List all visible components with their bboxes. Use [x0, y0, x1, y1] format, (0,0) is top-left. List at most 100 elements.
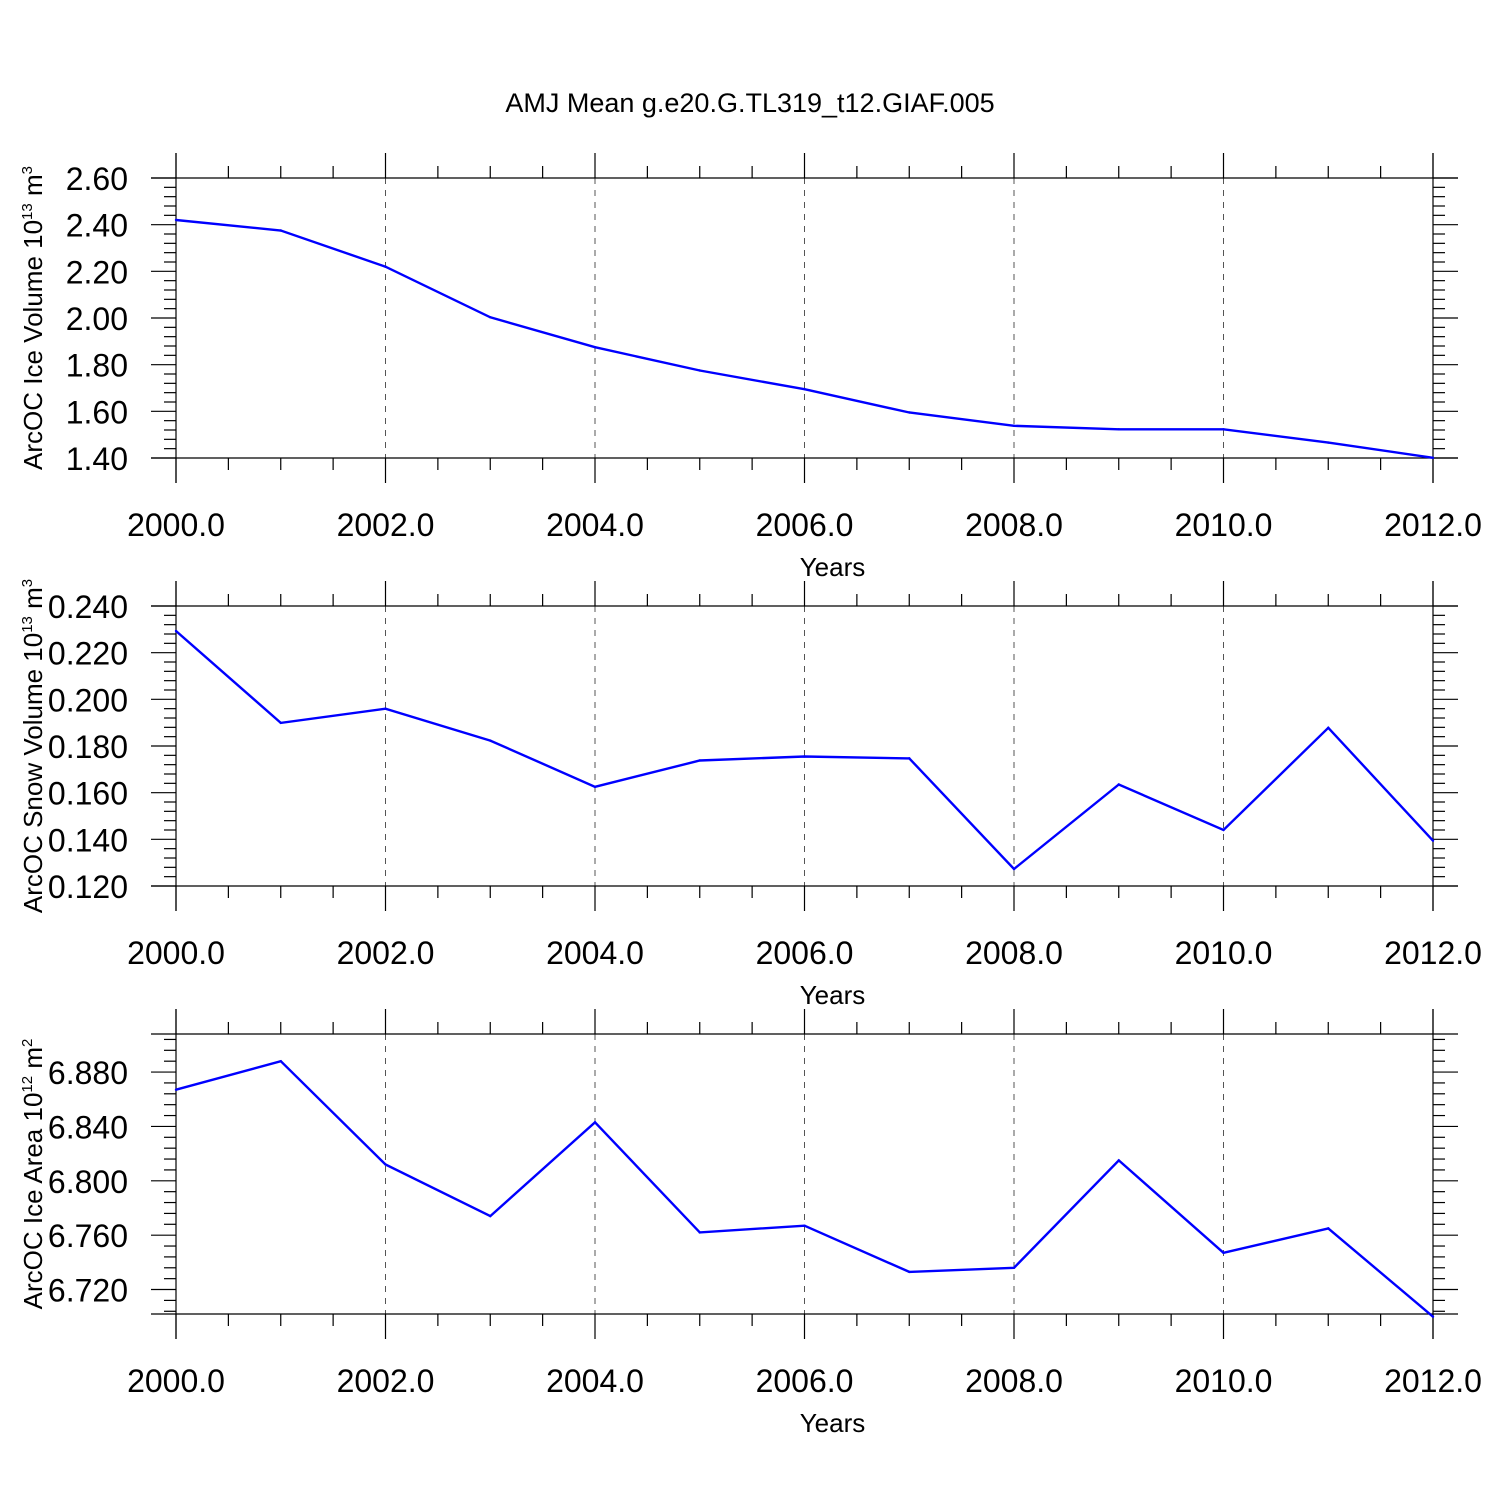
- data-point: [1222, 1251, 1225, 1255]
- data-point: [174, 629, 178, 633]
- data-point: [384, 1163, 387, 1166]
- y-tick-label: 6.880: [48, 1055, 128, 1091]
- data-point: [174, 218, 178, 222]
- data-point: [908, 757, 911, 760]
- data-point: [489, 316, 492, 319]
- y-axis-title: ArcOC Ice Area 1012 m2: [18, 1039, 48, 1310]
- y-tick-label: 0.220: [48, 636, 128, 672]
- x-tick-label: 2002.0: [337, 507, 435, 543]
- y-tick-label: 1.80: [66, 348, 128, 384]
- y-tick-label: 2.00: [66, 301, 128, 337]
- x-tick-label: 2004.0: [546, 1363, 644, 1399]
- x-tick-label: 2008.0: [965, 507, 1063, 543]
- y-tick-label: 0.120: [48, 869, 128, 905]
- y-tick-label: 1.60: [66, 394, 128, 430]
- x-tick-label: 2004.0: [546, 507, 644, 543]
- y-axis-title: ArcOC Snow Volume 1013 m3: [18, 579, 48, 913]
- data-point: [1117, 1159, 1120, 1162]
- y-axis-title-part: m: [18, 1047, 48, 1076]
- data-point: [489, 739, 492, 742]
- x-tick-label: 2006.0: [756, 1363, 854, 1399]
- x-tick-label: 2000.0: [127, 935, 225, 971]
- data-point: [593, 785, 597, 789]
- y-axis-title-part: m: [18, 587, 48, 616]
- x-tick-label: 2010.0: [1175, 935, 1273, 971]
- y-tick-label: 0.180: [48, 729, 128, 765]
- data-point: [1431, 1315, 1435, 1318]
- data-point: [279, 229, 282, 232]
- data-point: [908, 1270, 911, 1274]
- data-point: [1222, 428, 1225, 431]
- y-axis-title-superscript: 13: [19, 203, 36, 220]
- y-tick-label: 0.240: [48, 589, 128, 625]
- chart-panel-ice-area: 2000.0 2002.0 2004.0 2006.0 2008.0 2010.0 2012…: [18, 1009, 1482, 1438]
- chart-panel-ice-volume: 2000.0 2002.0 2004.0 2006.0 2008.0 2010.0 2012…: [18, 153, 1482, 582]
- x-tick-label: 2008.0: [965, 935, 1063, 971]
- y-tick-label: 0.140: [48, 822, 128, 858]
- x-tick-label: 2000.0: [127, 507, 225, 543]
- x-tick-label: 2008.0: [965, 1363, 1063, 1399]
- y-tick-label: 6.840: [48, 1109, 128, 1145]
- y-tick-label: 2.60: [66, 161, 128, 197]
- data-point: [803, 755, 806, 758]
- data-point: [698, 369, 701, 372]
- x-axis-title: Years: [800, 980, 866, 1010]
- data-point: [1117, 783, 1120, 786]
- x-axis-title: Years: [800, 1408, 866, 1438]
- data-point: [279, 721, 282, 725]
- y-tick-label: 0.200: [48, 682, 128, 718]
- data-point: [593, 345, 597, 349]
- data-point: [698, 759, 701, 762]
- data-point: [1222, 828, 1225, 832]
- data-point: [1012, 1266, 1016, 1269]
- data-point: [1117, 428, 1120, 431]
- y-axis-title-superscript: 13: [19, 616, 36, 633]
- data-point: [1327, 441, 1330, 444]
- data-point: [279, 1059, 282, 1063]
- data-point: [1431, 456, 1435, 459]
- data-point: [1327, 726, 1330, 729]
- x-tick-label: 2010.0: [1175, 1363, 1273, 1399]
- data-point: [593, 1121, 597, 1124]
- data-point: [1012, 424, 1016, 427]
- chart-panel-snow-volume: 2000.0 2002.0 2004.0 2006.0 2008.0 2010.0 2012…: [18, 579, 1482, 1010]
- y-axis-title-part: ArcOC Ice Volume 10: [18, 220, 48, 470]
- y-axis-title-superscript: 2: [19, 1039, 36, 1047]
- y-tick-label: 2.20: [66, 254, 128, 290]
- y-tick-label: 2.40: [66, 208, 128, 244]
- x-tick-label: 2002.0: [337, 935, 435, 971]
- y-axis-title-superscript: 12: [19, 1076, 36, 1093]
- x-tick-label: 2004.0: [546, 935, 644, 971]
- y-axis-title-part: ArcOC Ice Area 10: [18, 1093, 48, 1310]
- chart-title: AMJ Mean g.e20.G.TL319_t12.GIAF.005: [505, 88, 994, 118]
- y-tick-label: 6.800: [48, 1164, 128, 1200]
- data-point: [803, 1224, 806, 1227]
- y-tick-label: 0.160: [48, 776, 128, 812]
- data-point: [384, 707, 387, 710]
- y-axis-title-superscript: 3: [19, 579, 36, 587]
- data-point: [384, 265, 387, 268]
- x-tick-label: 2006.0: [756, 935, 854, 971]
- data-point: [1012, 867, 1016, 871]
- x-tick-label: 2012.0: [1384, 507, 1482, 543]
- x-tick-label: 2010.0: [1175, 507, 1273, 543]
- y-axis-title-superscript: 3: [19, 166, 36, 174]
- x-tick-label: 2006.0: [756, 507, 854, 543]
- y-tick-label: 1.40: [66, 441, 128, 477]
- data-point: [489, 1214, 492, 1218]
- y-tick-label: 6.720: [48, 1273, 128, 1309]
- x-axis-title: Years: [800, 552, 866, 582]
- x-tick-label: 2000.0: [127, 1363, 225, 1399]
- x-tick-label: 2002.0: [337, 1363, 435, 1399]
- data-point: [698, 1231, 701, 1234]
- y-tick-label: 6.760: [48, 1218, 128, 1254]
- data-point: [803, 387, 806, 391]
- y-axis-title: ArcOC Ice Volume 1013 m3: [18, 166, 48, 470]
- chart-panels: 2000.0 2002.0 2004.0 2006.0 2008.0 2010.0 2012…: [18, 153, 1482, 1438]
- data-point: [908, 411, 911, 414]
- x-tick-label: 2012.0: [1384, 935, 1482, 971]
- y-axis-title-part: ArcOC Snow Volume 10: [18, 633, 48, 913]
- y-axis-title-part: m: [18, 174, 48, 203]
